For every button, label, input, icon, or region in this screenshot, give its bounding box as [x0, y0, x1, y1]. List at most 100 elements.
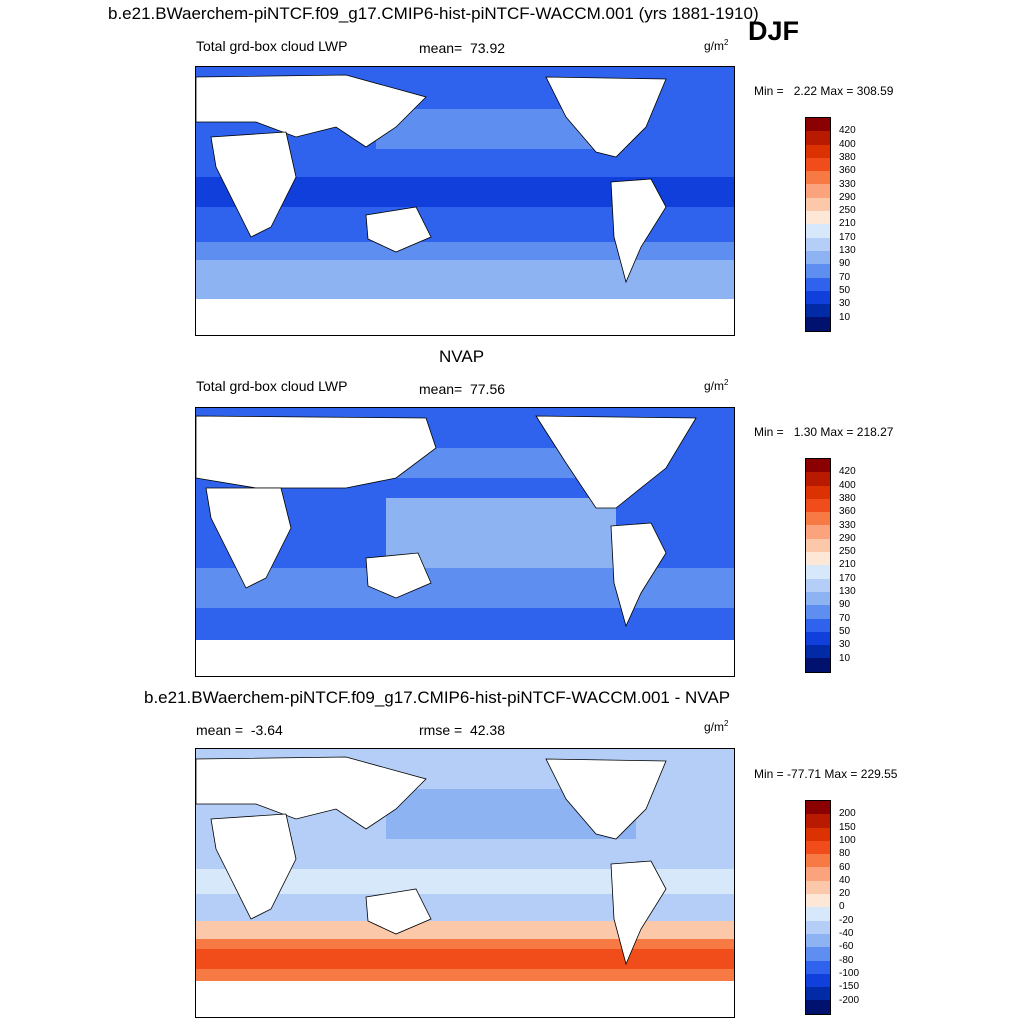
colorbar-swatch	[806, 987, 830, 1001]
africa-land	[210, 131, 297, 238]
australia-land	[365, 888, 432, 935]
colorbar-swatches	[805, 458, 831, 673]
australia-land	[365, 552, 432, 599]
figure-title: b.e21.BWaerchem-piNTCF.f09_g17.CMIP6-his…	[108, 4, 759, 23]
colorbar-swatch	[806, 618, 830, 632]
south-america-land	[610, 860, 667, 966]
mean-label: mean =	[196, 722, 244, 738]
minmax-stat: Min = -77.71 Max = 229.55	[754, 767, 897, 781]
colorbar-swatch	[806, 814, 830, 828]
colorbar-tick-label: -40	[839, 928, 854, 939]
colorbar-swatch	[806, 867, 830, 881]
colorbar-tick-label: 200	[839, 808, 856, 820]
panel-title: NVAP	[439, 347, 485, 366]
colorbar-tick-label: 360	[839, 165, 856, 177]
colorbar-swatch	[806, 933, 830, 948]
colorbar-tick-label: 420	[839, 125, 856, 137]
colorbar-swatch	[806, 317, 830, 331]
units-exponent: 2	[724, 378, 729, 387]
colorbar-tick-label: 50	[839, 625, 851, 637]
colorbar-tick-label: 250	[839, 205, 856, 217]
colorbar-tick-label: 400	[839, 138, 856, 150]
colorbar-swatch	[806, 840, 830, 855]
southern-ocean-peak	[196, 949, 734, 969]
minmax-stat: Min = 1.30 Max = 218.27	[754, 425, 893, 439]
africa-land	[205, 487, 292, 589]
rmse-label: rmse =	[419, 722, 463, 738]
min-label: Min =	[754, 84, 784, 98]
colorbar-swatch	[806, 472, 830, 486]
colorbar-swatch	[806, 512, 830, 526]
colorbar-tick-label: 330	[839, 178, 856, 190]
colorbar-tick-label: 30	[839, 298, 851, 310]
colorbar-swatch	[806, 184, 830, 198]
colorbar-tick-label: 100	[839, 834, 856, 846]
colorbar-swatch	[806, 894, 830, 908]
colorbar-tick-label: 210	[839, 218, 856, 230]
colorbar-swatch	[806, 578, 830, 592]
map-obs	[195, 407, 735, 677]
subpolar-band	[196, 242, 734, 260]
colorbar-swatch	[806, 973, 830, 988]
colorbar-tick-label: 130	[839, 586, 856, 597]
mean-label: mean=	[419, 40, 463, 56]
colorbar-tick-label: 70	[839, 612, 851, 624]
colorbar-swatch	[806, 211, 830, 225]
colorbar-swatch	[806, 131, 830, 145]
colorbar-swatch	[806, 631, 830, 646]
units-text: g/m	[704, 379, 725, 393]
max-label: Max =	[820, 84, 854, 98]
colorbar-swatch	[806, 264, 830, 278]
north-america-land	[545, 76, 667, 158]
units-text: g/m	[704, 720, 725, 734]
variable-label: Total grd-box cloud LWP	[196, 378, 348, 394]
colorbar-tick-label: 70	[839, 271, 851, 283]
colorbar-swatch	[806, 157, 830, 172]
colorbar-tick-label: 290	[839, 532, 856, 544]
season-label: DJF	[748, 16, 800, 46]
colorbar-tick-label: 380	[839, 151, 856, 163]
colorbar-swatch	[806, 485, 830, 499]
south-america-land	[610, 178, 667, 284]
colorbar-swatch	[806, 960, 830, 974]
colorbar-tick-label: -150	[839, 981, 860, 993]
colorbar-swatch	[806, 947, 830, 961]
colorbar-swatch	[806, 237, 830, 251]
colorbar-swatch	[806, 920, 830, 934]
colorbar-swatch	[806, 277, 830, 291]
central-pacific-band	[386, 498, 616, 568]
min-value: -77.71	[787, 767, 822, 781]
max-label: Max =	[824, 767, 858, 781]
colorbar-swatch	[806, 250, 830, 265]
max-value: 218.27	[856, 425, 894, 439]
colorbar-tick-label: 20	[839, 888, 851, 900]
eurasia-land	[196, 415, 437, 489]
colorbar-tick-label: 360	[839, 506, 856, 518]
mean-label: mean=	[419, 381, 463, 397]
colorbar-tick-label: 10	[839, 311, 851, 323]
colorbar-swatch	[806, 645, 830, 659]
antarctica-land	[196, 299, 734, 335]
colorbar-swatch	[806, 854, 830, 868]
colorbar-tick-label: 330	[839, 519, 856, 531]
mean-stat: mean= 77.56	[419, 381, 505, 397]
colorbar-swatches	[805, 117, 831, 332]
units-label: g/m2	[704, 378, 728, 393]
min-value: 1.30	[793, 425, 818, 439]
colorbar-tick-label: 400	[839, 479, 856, 491]
mean-stat: mean = -3.64	[196, 722, 283, 738]
mean-stat: mean= 73.92	[419, 40, 505, 56]
eurasia-land	[196, 74, 427, 148]
colorbar-tick-label: 80	[839, 848, 851, 860]
minmax-stat: Min = 2.22 Max = 308.59	[754, 84, 893, 98]
colorbar-swatch	[806, 565, 830, 579]
variable-label: Total grd-box cloud LWP	[196, 38, 348, 54]
africa-land	[210, 813, 297, 920]
map-model	[195, 66, 735, 336]
south-america-land	[610, 522, 667, 628]
colorbar-tick-label: 10	[839, 652, 851, 664]
rmse-stat: rmse = 42.38	[419, 722, 505, 738]
colorbar-tick-label: -100	[839, 967, 860, 979]
colorbar-tick-label: 90	[839, 258, 851, 270]
colorbar-tick-label: 40	[839, 874, 851, 886]
